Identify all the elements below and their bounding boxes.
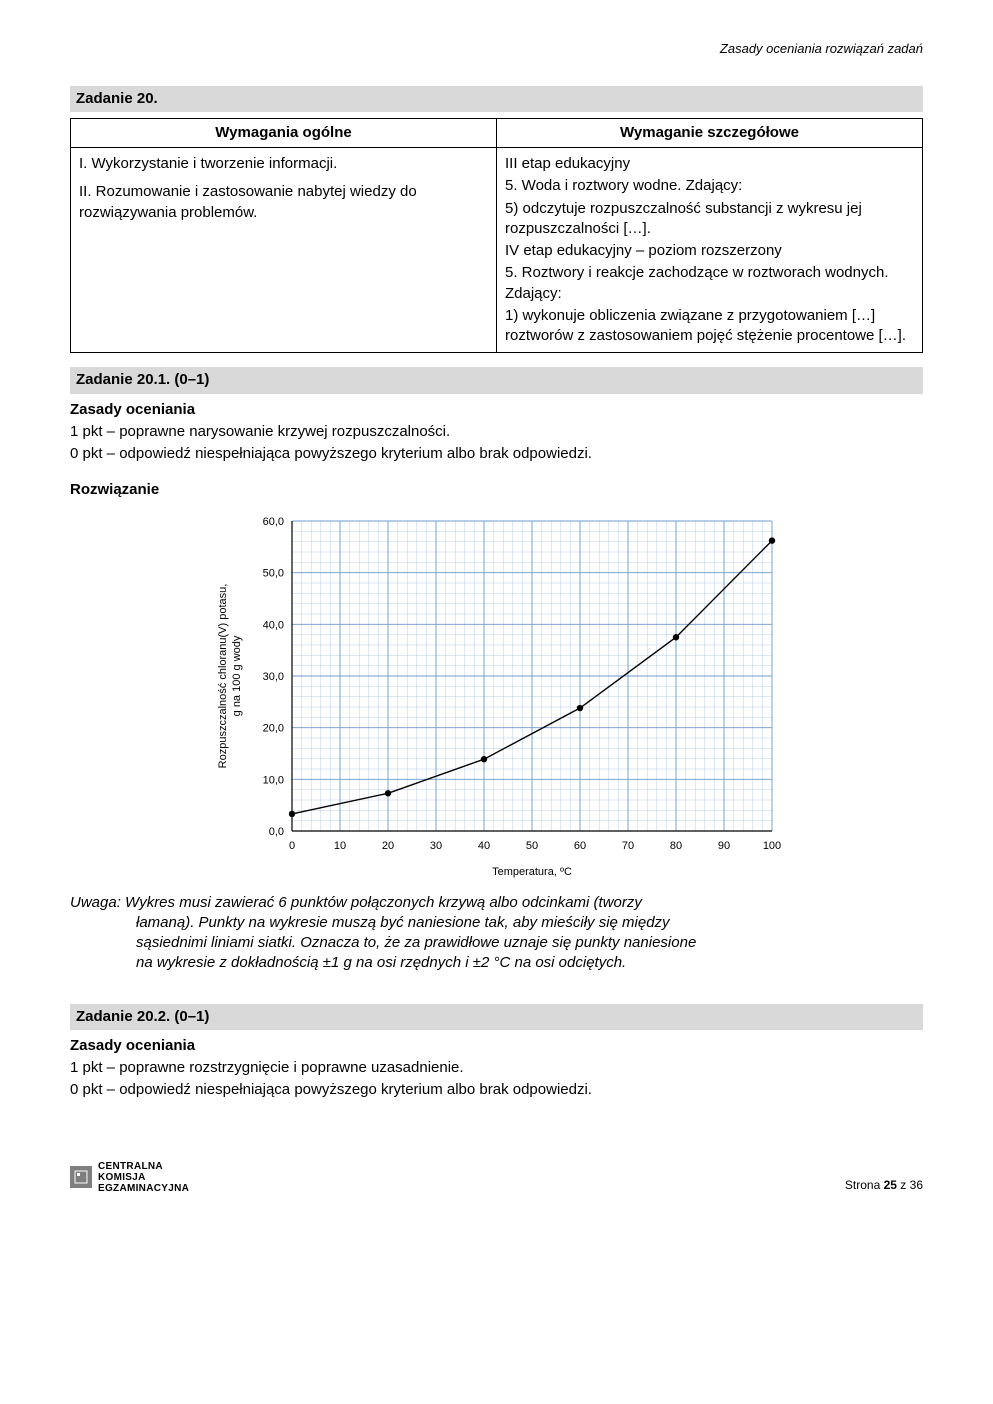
svg-text:20: 20 [381,840,393,852]
task-20-2-title: Zadanie 20.2. (0–1) [70,1004,923,1030]
solubility-chart: 0 10 20 30 40 50 60 70 80 90 100 0,0 10,0 20,0 30,0 40,… [70,507,923,887]
req-right-line: 5. Roztwory i reakcje zachodzące w roztw… [505,263,914,304]
req-right-line: 5. Woda i roztwory wodne. Zdający: [505,176,914,196]
page-prefix: Strona [845,1178,884,1192]
req-left-cell: I. Wykorzystanie i tworzenie informacji.… [71,148,497,353]
scoring-0pt: 0 pkt – odpowiedź niespełniająca powyższ… [70,1080,923,1100]
svg-text:50,0: 50,0 [262,567,283,579]
scoring-1pt: 1 pkt – poprawne rozstrzygnięcie i popra… [70,1058,923,1078]
chart-note: Uwaga: Wykres musi zawierać 6 punktów po… [70,893,923,974]
svg-text:90: 90 [717,840,729,852]
task-20-title: Zadanie 20. [70,86,923,112]
chart-note-line: łamaną). Punkty na wykresie muszą być na… [70,913,923,933]
svg-text:60: 60 [573,840,585,852]
task-20-1-title: Zadanie 20.1. (0–1) [70,367,923,393]
svg-text:50: 50 [525,840,537,852]
scoring-1pt: 1 pkt – poprawne narysowanie krzywej roz… [70,422,923,442]
chart-svg: 0 10 20 30 40 50 60 70 80 90 100 0,0 10,0 20,0 30,0 40,… [202,507,792,887]
req-right-line: 5) odczytuje rozpuszczalność substancji … [505,199,914,240]
chart-note-line: sąsiednimi liniami siatki. Oznacza to, ż… [70,933,923,953]
svg-text:0,0: 0,0 [268,826,283,838]
req-left-line: I. Wykorzystanie i tworzenie informacji. [79,154,488,174]
req-col2-header: Wymaganie szczegółowe [497,118,923,147]
req-left-line: II. Rozumowanie i zastosowanie nabytej w… [79,182,488,223]
req-right-line: III etap edukacyjny [505,154,914,174]
svg-text:20,0: 20,0 [262,722,283,734]
page-number: Strona 25 z 36 [845,1177,923,1193]
cke-logo-icon [70,1166,92,1188]
svg-text:0: 0 [288,840,294,852]
svg-text:10: 10 [333,840,345,852]
page-total: 36 [910,1178,923,1192]
svg-text:80: 80 [669,840,681,852]
logo-line: CENTRALNA [98,1161,189,1172]
svg-text:70: 70 [621,840,633,852]
svg-text:40,0: 40,0 [262,619,283,631]
svg-text:Rozpuszczalność chloranu(V) po: Rozpuszczalność chloranu(V) potasu, [217,583,229,768]
cke-logo-text: CENTRALNA KOMISJA EGZAMINACYJNA [98,1161,189,1194]
logo-line: EGZAMINACYJNA [98,1183,189,1194]
chart-note-line: na wykresie z dokładnością ±1 g na osi r… [70,953,923,973]
cke-logo: CENTRALNA KOMISJA EGZAMINACYJNA [70,1161,189,1194]
req-right-line: 1) wykonuje obliczenia związane z przygo… [505,306,914,347]
chart-note-prefix: Uwaga: [70,894,125,911]
req-col1-header: Wymagania ogólne [71,118,497,147]
svg-text:30: 30 [429,840,441,852]
svg-text:60,0: 60,0 [262,516,283,528]
chart-note-line: Wykres musi zawierać 6 punktów połączony… [125,894,642,911]
page-header-breadcrumb: Zasady oceniania rozwiązań zadań [70,40,923,58]
solution-header: Rozwiązanie [70,480,923,500]
svg-text:10,0: 10,0 [262,774,283,786]
svg-text:100: 100 [762,840,780,852]
logo-line: KOMISJA [98,1172,189,1183]
req-right-line: IV etap edukacyjny – poziom rozszerzony [505,241,914,261]
page-of: z [897,1178,910,1192]
requirements-table: Wymagania ogólne Wymaganie szczegółowe I… [70,118,923,354]
scoring-header: Zasady oceniania [70,1036,923,1056]
page-current: 25 [884,1178,897,1192]
svg-text:30,0: 30,0 [262,671,283,683]
scoring-header: Zasady oceniania [70,400,923,420]
svg-text:40: 40 [477,840,489,852]
scoring-0pt: 0 pkt – odpowiedź niespełniająca powyższ… [70,444,923,464]
req-right-cell: III etap edukacyjny 5. Woda i roztwory w… [497,148,923,353]
svg-text:g na 100 g wody: g na 100 g wody [231,635,243,716]
page-footer: CENTRALNA KOMISJA EGZAMINACYJNA Strona 2… [70,1161,923,1194]
svg-text:Temperatura, ºC: Temperatura, ºC [492,866,572,878]
